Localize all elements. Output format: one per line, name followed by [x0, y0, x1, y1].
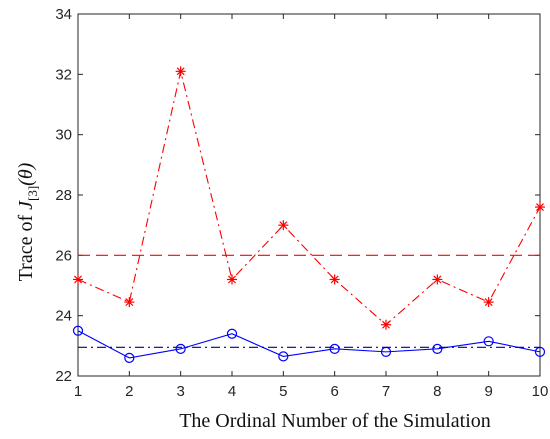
data-point-circle — [483, 336, 494, 347]
x-tick-label: 6 — [330, 383, 338, 400]
y-tick-label: 22 — [55, 368, 72, 385]
asterisk-stroke — [433, 275, 442, 284]
x-tick-label: 9 — [484, 383, 492, 400]
data-point-circle — [72, 325, 84, 336]
data-point-circle — [226, 328, 238, 339]
data-point-asterisk — [329, 274, 340, 285]
data-point-asterisk — [124, 297, 135, 308]
asterisk-stroke — [176, 67, 185, 76]
data-point-asterisk — [381, 319, 391, 330]
data-point-asterisk — [73, 274, 83, 285]
data-point-circle — [432, 343, 443, 354]
y-tick-label: 32 — [55, 66, 72, 83]
x-tick-label: 5 — [279, 383, 287, 400]
y-axis-label-subscript: [3] — [25, 185, 40, 201]
data-point-circle — [278, 351, 289, 362]
asterisk-stroke — [330, 275, 339, 284]
y-tick-label: 34 — [55, 6, 72, 23]
data-point-asterisk — [175, 66, 186, 77]
x-tick-label: 2 — [125, 383, 133, 400]
y-axis-label-argument: (θ) — [15, 162, 37, 186]
data-point-asterisk — [483, 297, 494, 308]
y-tick-label: 28 — [55, 187, 72, 204]
asterisk-stroke — [228, 275, 236, 284]
data-point-asterisk — [227, 274, 237, 285]
y-axis-label: Trace of J[3](θ) — [15, 163, 41, 282]
data-point-circle — [329, 343, 340, 354]
axes — [77, 13, 541, 377]
y-tick-label: 24 — [55, 308, 72, 325]
x-axis-label: The Ordinal Number of the Simulation — [179, 410, 491, 432]
data-point-asterisk — [432, 274, 443, 285]
x-tick-label: 3 — [176, 383, 184, 400]
x-tick-label: 8 — [433, 383, 441, 400]
y-tick-label: 26 — [55, 247, 72, 264]
data-point-circle — [175, 343, 186, 354]
asterisk-stroke — [484, 298, 493, 307]
data-point-circle — [124, 352, 135, 363]
data-point-asterisk — [535, 202, 545, 213]
asterisk-stroke — [279, 221, 288, 230]
series-layer — [72, 66, 546, 363]
x-tick-label: 1 — [74, 383, 82, 400]
asterisk-stroke — [125, 298, 134, 307]
y-axis-label-prefix: Trace of — [15, 209, 37, 282]
y-tick-label: 30 — [55, 127, 72, 144]
x-tick-label: 4 — [228, 383, 236, 400]
x-tick-label: 7 — [382, 383, 390, 400]
data-point-asterisk — [278, 220, 289, 231]
y-axis-label-symbol: J — [15, 200, 37, 210]
plot-box — [77, 13, 541, 377]
asterisk-stroke — [536, 203, 544, 212]
asterisk-stroke — [74, 275, 82, 284]
series-line-0 — [77, 71, 541, 326]
asterisk-stroke — [382, 320, 390, 329]
x-tick-label: 10 — [532, 383, 549, 400]
series-line-2 — [77, 330, 541, 359]
